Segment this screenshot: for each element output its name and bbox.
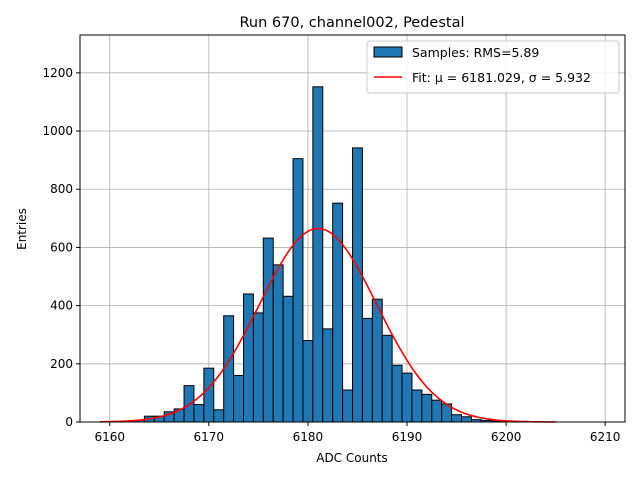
x-tick-label: 6190 xyxy=(392,430,423,444)
y-tick-label: 800 xyxy=(50,182,73,196)
y-tick-label: 1200 xyxy=(42,66,73,80)
histogram-bar xyxy=(401,372,413,423)
histogram-bar xyxy=(292,158,304,423)
histogram-bar xyxy=(361,317,373,423)
fit-curve-layer xyxy=(99,227,556,423)
histogram-bar xyxy=(391,364,403,423)
histogram-bar xyxy=(243,293,254,423)
fit-curve xyxy=(99,227,556,423)
x-tick-label: 6170 xyxy=(194,430,225,444)
y-tick-label: 200 xyxy=(50,357,73,371)
histogram-bar xyxy=(312,86,324,423)
histogram-bar xyxy=(342,389,354,423)
x-axis-label: ADC Counts xyxy=(316,451,388,465)
plot-frame xyxy=(79,34,626,423)
histogram-bar xyxy=(411,389,423,423)
histogram-bar xyxy=(252,312,264,423)
histogram-bars xyxy=(124,86,512,423)
y-tick-label: 400 xyxy=(50,299,73,313)
x-tick-label: 6180 xyxy=(293,430,324,444)
x-tick-label: 6160 xyxy=(94,430,125,444)
chart-title: Run 670, channel002, Pedestal xyxy=(239,15,464,31)
histogram-bar xyxy=(233,374,245,423)
y-tick-label: 0 xyxy=(65,415,73,429)
histogram-bar xyxy=(431,399,443,423)
x-tick-label: 6200 xyxy=(491,430,522,444)
legend-label-fit: Fit: μ = 6181.029, σ = 5.932 xyxy=(412,70,591,85)
histogram-bar xyxy=(223,315,235,423)
histogram-bar xyxy=(461,416,472,423)
histogram-bar xyxy=(352,147,363,423)
y-axis-label: Entries xyxy=(15,208,29,250)
histogram-bar xyxy=(262,237,274,423)
histogram-bar xyxy=(203,367,215,423)
legend: Samples: RMS=5.89 Fit: μ = 6181.029, σ =… xyxy=(366,40,620,94)
histogram-bar xyxy=(322,328,334,423)
x-axis-ticks: 6160 6170 6180 6190 6200 6210 xyxy=(94,422,620,444)
histogram-bar xyxy=(381,334,393,423)
legend-label-samples: Samples: RMS=5.89 xyxy=(412,45,539,60)
histogram-bar xyxy=(272,264,284,423)
legend-swatch-samples xyxy=(373,46,403,58)
histogram-bar xyxy=(282,295,294,423)
histogram-bar xyxy=(371,298,383,423)
y-tick-label: 600 xyxy=(50,240,73,254)
legend-box xyxy=(366,40,620,94)
histogram-bar xyxy=(213,409,225,423)
histogram-bar xyxy=(193,404,205,423)
histogram-bar xyxy=(302,340,314,423)
x-tick-label: 6210 xyxy=(590,430,621,444)
histogram-bar xyxy=(451,414,463,423)
y-axis-ticks: 0 200 400 600 800 1000 1200 xyxy=(42,66,80,429)
histogram-bar xyxy=(421,393,433,423)
y-tick-label: 1000 xyxy=(42,124,73,138)
